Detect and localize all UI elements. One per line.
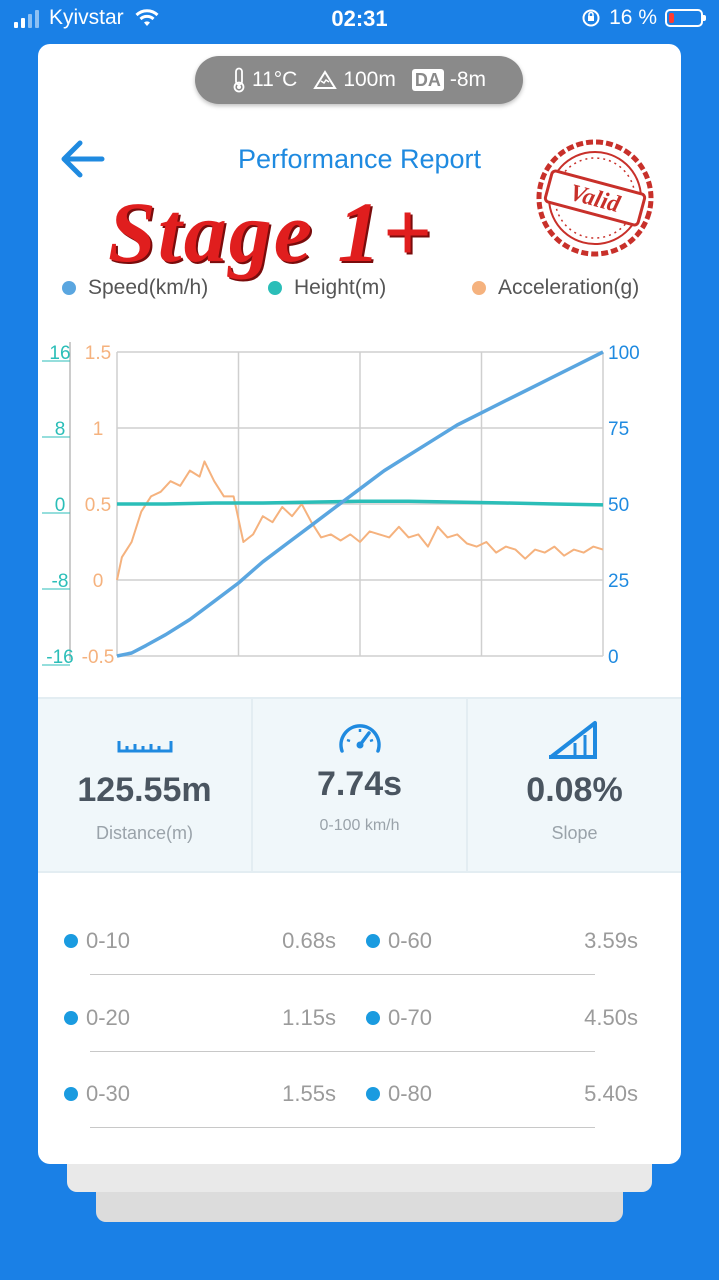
split-right-label: 0-80: [388, 1081, 433, 1106]
stats-panel: 125.55m Distance(m) 7.74s 0-100 km/h: [38, 697, 681, 873]
acceleration-tick-label: -0.5: [82, 647, 115, 668]
valid-stamp: Valid: [536, 139, 654, 257]
legend-speed-dot: [62, 281, 76, 295]
split-left-time: 1.55s: [282, 1081, 336, 1106]
height-tick-label: 0: [55, 495, 66, 516]
split-left-label: 0-30: [86, 1081, 131, 1106]
split-right-time: 3.59s: [584, 928, 638, 953]
speed-tick-label: 25: [608, 571, 629, 592]
split-left-label: 0-20: [86, 1005, 131, 1030]
legend-height: Height(m): [268, 276, 386, 300]
wifi-icon: [135, 9, 159, 26]
acceleration-tick-label: 1: [93, 419, 104, 440]
speed-series-line: [116, 350, 604, 658]
stat-acceleration-value: 7.74s: [316, 765, 403, 803]
split-dot: [64, 934, 78, 948]
stat-distance-value: 125.55m: [77, 771, 212, 809]
split-left-label: 0-10: [86, 928, 131, 953]
battery-icon: [665, 9, 706, 27]
density-altitude: -8m: [449, 68, 487, 91]
acceleration-series-line: [116, 460, 604, 581]
stat-slope-label: Slope: [551, 823, 598, 843]
split-dot: [64, 1087, 78, 1101]
speedometer-icon: [338, 724, 381, 753]
report-card: 11°C 100m DA -8m Performance Report Stag…: [38, 44, 681, 1164]
height-tick-label: -16: [46, 647, 73, 668]
split-right-label: 0-60: [388, 928, 433, 953]
legend-acceleration: Acceleration(g): [472, 276, 639, 300]
stat-acceleration-time: 7.74s 0-100 km/h: [251, 699, 466, 871]
back-arrow-icon[interactable]: [56, 136, 108, 182]
split-divider: [90, 1051, 595, 1052]
chart-legend: Speed(km/h) Height(m) Acceleration(g): [38, 276, 681, 304]
weather-pill: 11°C 100m DA -8m: [195, 56, 523, 104]
split-divider: [90, 1127, 595, 1128]
stage-overlay-text: Stage 1+: [108, 184, 434, 280]
thermometer-icon: [233, 67, 245, 93]
ruler-icon: [117, 741, 172, 753]
height-tick-label: -8: [52, 571, 69, 592]
legend-height-label: Height(m): [294, 276, 387, 299]
density-altitude-badge: DA: [411, 69, 444, 91]
split-dot: [366, 1087, 380, 1101]
status-bar: Kyivstar 02:31 16 %: [0, 0, 719, 40]
split-right-label: 0-70: [388, 1005, 433, 1030]
slope-icon: [548, 721, 597, 759]
split-row: 0-30 1.55s 0-80 5.40s: [38, 1057, 681, 1133]
stat-slope-value: 0.08%: [526, 771, 623, 809]
split-row: 0-10 0.68s 0-60 3.59s: [38, 904, 681, 980]
split-left-time: 1.15s: [282, 1005, 336, 1030]
split-row: 0-20 1.15s 0-70 4.50s: [38, 981, 681, 1057]
acceleration-tick-label: 0.5: [85, 495, 111, 516]
clock: 02:31: [331, 6, 388, 31]
speed-tick-label: 75: [608, 419, 629, 440]
split-right-time: 5.40s: [584, 1081, 638, 1106]
split-dot: [366, 1011, 380, 1025]
legend-speed-label: Speed(km/h): [88, 276, 209, 299]
legend-speed: Speed(km/h): [62, 276, 208, 300]
height-tick-label: 16: [49, 343, 70, 364]
carrier-name: Kyivstar: [49, 6, 124, 29]
status-left: Kyivstar: [14, 6, 160, 30]
acceleration-tick-label: 0: [93, 571, 104, 592]
split-dot: [64, 1011, 78, 1025]
mountain-icon: [313, 70, 338, 89]
stat-distance: 125.55m Distance(m): [38, 699, 251, 871]
split-left-time: 0.68s: [282, 928, 336, 953]
legend-height-dot: [268, 281, 282, 295]
performance-chart: 16 1.5 100 8 1 75 0 0.5 50 -8 0 25 -16 -0.5 0: [42, 342, 640, 668]
speed-tick-label: 0: [608, 647, 619, 668]
legend-acceleration-label: Acceleration(g): [498, 276, 640, 299]
temperature: 11°C: [251, 68, 298, 91]
stat-acceleration-label: 0-100 km/h: [319, 817, 400, 834]
acceleration-tick-label: 1.5: [85, 343, 111, 364]
altitude: 100m: [343, 68, 396, 91]
speed-tick-label: 100: [608, 343, 640, 364]
stat-slope: 0.08% Slope: [466, 699, 681, 871]
legend-acceleration-dot: [472, 281, 486, 295]
battery-percent: 16 %: [609, 6, 657, 29]
signal-icon: [14, 8, 39, 28]
stat-distance-label: Distance(m): [95, 823, 193, 843]
split-right-time: 4.50s: [584, 1005, 638, 1030]
rotation-lock-icon: [582, 9, 600, 27]
speed-tick-label: 50: [608, 495, 629, 516]
split-divider: [90, 974, 595, 975]
page-title: Performance Report: [237, 144, 482, 174]
status-right: 16 %: [581, 6, 706, 30]
height-series-line: [117, 499, 604, 507]
split-dot: [366, 934, 380, 948]
height-tick-label: 8: [55, 419, 66, 440]
